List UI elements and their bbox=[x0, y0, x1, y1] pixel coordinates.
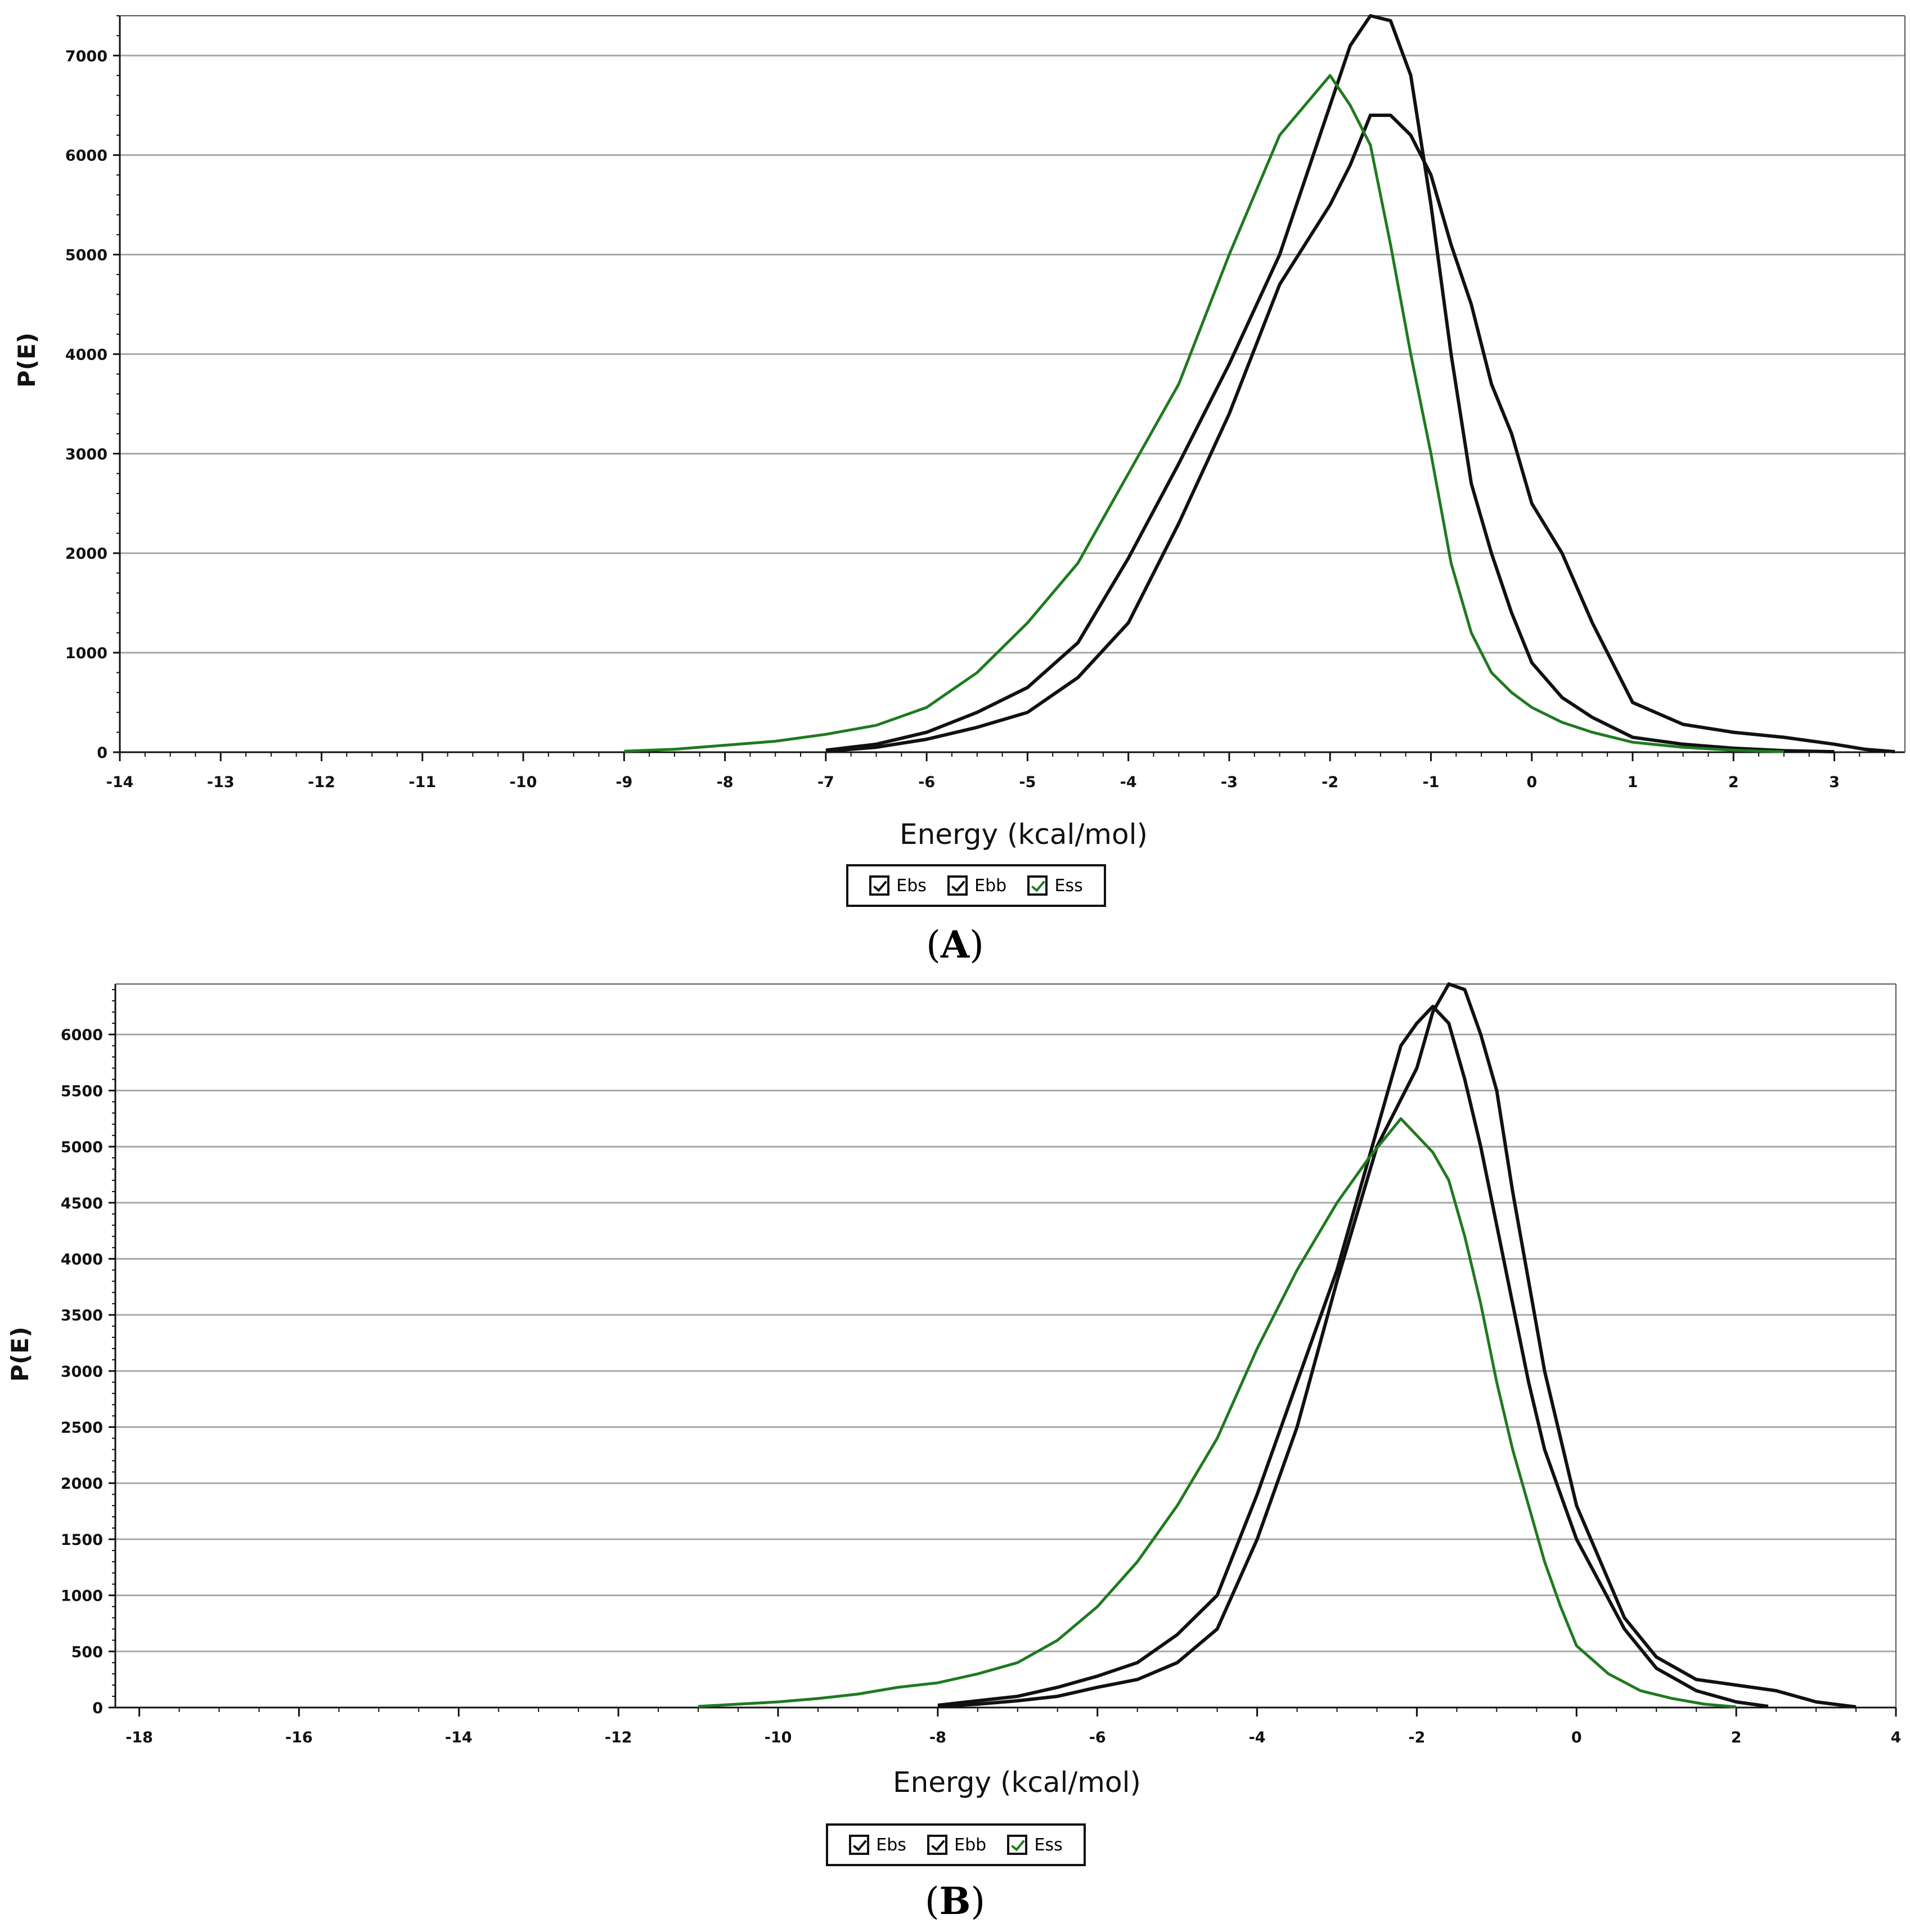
legend-label-ess: Ess bbox=[1054, 875, 1083, 896]
series-line-ess bbox=[698, 1117, 1737, 1709]
x-tick-label: -12 bbox=[605, 1729, 632, 1746]
y-axis-title: P(E) bbox=[6, 1327, 34, 1382]
x-tick-label: -6 bbox=[1089, 1729, 1106, 1746]
x-tick-label: -8 bbox=[929, 1729, 946, 1746]
x-tick-label: -1 bbox=[1422, 774, 1439, 791]
legend-a: Ebs Ebb Ess bbox=[846, 864, 1106, 907]
y-tick-label: 4500 bbox=[61, 1195, 103, 1212]
x-tick-label: 0 bbox=[1571, 1729, 1582, 1746]
y-tick-label: 4000 bbox=[61, 1251, 103, 1268]
series-line-ess bbox=[624, 74, 1784, 753]
y-tick-label: 2000 bbox=[65, 545, 107, 563]
x-tick-label: -10 bbox=[765, 1729, 792, 1746]
legend-item-ebb[interactable]: Ebb bbox=[947, 875, 1006, 896]
y-tick-label: 2000 bbox=[61, 1475, 103, 1493]
x-tick-label: -12 bbox=[308, 774, 335, 791]
x-tick-label: -13 bbox=[207, 774, 235, 791]
x-axis-title: Energy (kcal/mol) bbox=[900, 818, 1148, 851]
caption-b: (B) bbox=[924, 1879, 986, 1923]
y-tick-label: 1500 bbox=[61, 1531, 103, 1549]
x-tick-label: -9 bbox=[615, 774, 632, 791]
x-tick-label: -16 bbox=[285, 1729, 313, 1746]
checkbox-icon[interactable] bbox=[927, 1835, 948, 1855]
y-tick-label: 3000 bbox=[61, 1363, 103, 1381]
y-tick-label: 5000 bbox=[61, 1139, 103, 1156]
x-tick-label: -4 bbox=[1120, 774, 1137, 791]
series-line-ebs bbox=[937, 1004, 1769, 1708]
y-tick-label: 3500 bbox=[61, 1307, 103, 1324]
legend-label-ebb: Ebb bbox=[974, 875, 1007, 896]
y-tick-label: 6000 bbox=[65, 147, 107, 165]
legend-label-ebb: Ebb bbox=[954, 1835, 987, 1855]
x-tick-label: -3 bbox=[1221, 774, 1238, 791]
checkbox-icon[interactable] bbox=[869, 875, 890, 896]
x-tick-label: 4 bbox=[1891, 1729, 1902, 1746]
y-tick-label: 7000 bbox=[65, 48, 107, 65]
y-tick-label: 2500 bbox=[61, 1419, 103, 1437]
x-tick-label: -8 bbox=[717, 774, 734, 791]
checkbox-icon[interactable] bbox=[1027, 875, 1048, 896]
x-tick-label: 2 bbox=[1728, 774, 1739, 791]
x-tick-label: -11 bbox=[408, 774, 436, 791]
legend-label-ebs: Ebs bbox=[876, 1835, 906, 1855]
y-tick-label: 1000 bbox=[65, 645, 107, 662]
caption-a: (A) bbox=[926, 923, 984, 967]
x-tick-label: 0 bbox=[1526, 774, 1537, 791]
x-tick-label: -6 bbox=[918, 774, 935, 791]
y-tick-label: 500 bbox=[71, 1643, 103, 1661]
x-tick-label: -5 bbox=[1019, 774, 1036, 791]
x-tick-label: -14 bbox=[445, 1729, 473, 1746]
legend-label-ess: Ess bbox=[1034, 1835, 1063, 1855]
x-tick-label: -10 bbox=[510, 774, 537, 791]
y-tick-label: 5000 bbox=[65, 247, 107, 264]
y-tick-label: 1000 bbox=[61, 1588, 103, 1605]
legend-label-ebs: Ebs bbox=[896, 875, 927, 896]
x-tick-label: -2 bbox=[1322, 774, 1338, 791]
legend-item-ebb[interactable]: Ebb bbox=[927, 1835, 986, 1855]
chart-b: 0 500 1000 1500 2000 2500 3000 3500 4000 4500 5000… bbox=[6, 982, 1902, 1799]
x-tick-label: -14 bbox=[106, 774, 134, 791]
y-tick-label: 0 bbox=[92, 1700, 103, 1717]
series-line-ebb bbox=[937, 982, 1857, 1709]
y-tick-label: 6000 bbox=[61, 1027, 103, 1044]
x-tick-label: 2 bbox=[1731, 1729, 1742, 1746]
checkbox-icon[interactable] bbox=[849, 1835, 870, 1855]
series-line-ebb bbox=[825, 113, 1895, 754]
legend-item-ess[interactable]: Ess bbox=[1007, 1835, 1063, 1855]
x-tick-label: -4 bbox=[1249, 1729, 1266, 1746]
checkbox-icon[interactable] bbox=[1007, 1835, 1028, 1855]
x-tick-label: 1 bbox=[1628, 774, 1638, 791]
y-axis-title: P(E) bbox=[13, 333, 41, 388]
x-tick-label: -7 bbox=[817, 774, 834, 791]
panel-b: 0 500 1000 1500 2000 2500 3000 3500 4000 4500 5000… bbox=[0, 966, 1910, 1932]
y-tick-label: 0 bbox=[97, 744, 107, 762]
x-tick-label: -2 bbox=[1408, 1729, 1425, 1746]
y-tick-label: 5500 bbox=[61, 1082, 103, 1100]
x-tick-label: -18 bbox=[125, 1729, 153, 1746]
y-tick-label: 4000 bbox=[65, 346, 107, 363]
checkbox-icon[interactable] bbox=[947, 875, 968, 896]
panel-a: 0 1000 2000 3000 4000 5000 6000 7000 -14 -13 -12 -1… bbox=[0, 0, 1910, 966]
x-axis-title: Energy (kcal/mol) bbox=[893, 1766, 1141, 1799]
legend-item-ebs[interactable]: Ebs bbox=[849, 1835, 906, 1855]
legend-item-ess[interactable]: Ess bbox=[1027, 875, 1083, 896]
series-line-ebs bbox=[825, 14, 1835, 754]
legend-item-ebs[interactable]: Ebs bbox=[869, 875, 927, 896]
y-tick-label: 3000 bbox=[65, 446, 107, 463]
x-tick-label: 3 bbox=[1829, 774, 1840, 791]
legend-b: Ebs Ebb Ess bbox=[826, 1823, 1086, 1866]
